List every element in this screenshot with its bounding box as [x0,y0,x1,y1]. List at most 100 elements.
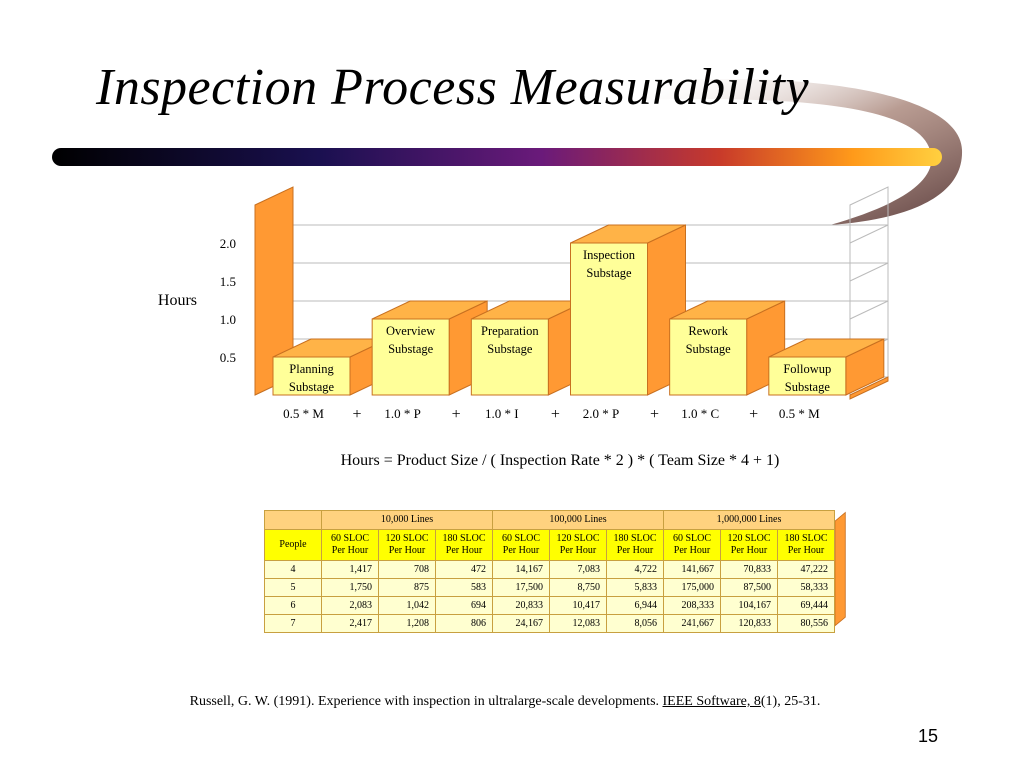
hours-cell: 694 [435,596,493,615]
hours-cell: 7,083 [549,560,607,579]
hours-cell: 5,833 [606,578,664,597]
plus-operator: + [352,406,361,423]
effort-table-container: 10,000 Lines 100,000 Lines 1,000,000 Lin… [264,510,846,633]
bar-label: Followup [783,362,831,376]
hours-cell: 87,500 [720,578,778,597]
hours-cell: 1,417 [321,560,379,579]
hours-cell: 12,083 [549,614,607,633]
bar-label: Substage [586,266,632,280]
citation-text: Russell, G. W. (1991). Experience with i… [189,694,663,709]
hours-cell: 70,833 [720,560,778,579]
bar-label: Substage [785,380,831,394]
table-row: 4 1,417 708 472 14,167 7,083 4,722 141,667 70,83… [264,560,835,579]
hours-cell: 6,944 [606,596,664,615]
bar-label: Planning [289,362,334,376]
y-axis-label: Hours [158,292,197,309]
people-cell: 7 [264,614,322,633]
x-tick-label: 1.0 * C [681,406,719,421]
effort-table: 10,000 Lines 100,000 Lines 1,000,000 Lin… [264,510,835,633]
group-header: 1,000,000 Lines [663,510,835,530]
hours-cell: 120,833 [720,614,778,633]
sloc-subheader: 180 SLOC Per Hour [606,529,664,561]
table-subheader-row: People 60 SLOC Per Hour 120 SLOC Per Hour… [264,529,835,561]
grid-line [849,300,889,320]
grid-line [849,224,889,244]
hours-cell: 4,722 [606,560,664,579]
hours-cell: 208,333 [663,596,721,615]
x-tick-label: 0.5 * M [779,406,820,421]
bar [272,356,351,396]
hours-cell: 1,208 [378,614,436,633]
hours-cell: 141,667 [663,560,721,579]
title-banner [52,79,963,225]
bar-label: Substage [289,380,335,394]
table-row: 5 1,750 875 583 17,500 8,750 5,833 175,000 87,50… [264,578,835,597]
bar-label: Substage [686,342,732,356]
plus-operator: + [452,406,461,423]
table-group-header-row: 10,000 Lines 100,000 Lines 1,000,000 Lin… [264,510,835,530]
chart-floor-edge [849,376,889,400]
hours-cell: 472 [435,560,493,579]
hours-cell: 2,083 [321,596,379,615]
hours-cell: 8,750 [549,578,607,597]
x-tick-label: 1.0 * P [384,406,420,421]
bar [669,318,748,396]
bar [371,318,450,396]
hours-cell: 175,000 [663,578,721,597]
x-tick-label: 2.0 * P [583,406,619,421]
bar-label: Preparation [481,324,539,338]
table-row: 6 2,083 1,042 694 20,833 10,417 6,944 208,333 10… [264,596,835,615]
hours-cell: 17,500 [492,578,550,597]
table-corner-cell [264,510,322,530]
slide-title: Inspection Process Measurability [96,59,810,116]
x-tick-label: 1.0 * I [485,406,519,421]
bar-label: Rework [688,324,728,338]
bar [470,318,549,396]
people-cell: 6 [264,596,322,615]
people-header: People [264,529,322,561]
hours-cell: 2,417 [321,614,379,633]
y-tick-label: 2.0 [220,236,236,251]
hours-cell: 58,333 [777,578,835,597]
bar-label: Substage [388,342,434,356]
x-tick-label: 0.5 * M [283,406,324,421]
bar-label: Overview [386,324,435,338]
y-tick-label: 1.0 [220,312,236,327]
hours-cell: 20,833 [492,596,550,615]
hours-cell: 806 [435,614,493,633]
plus-operator: + [749,406,758,423]
hours-cell: 47,222 [777,560,835,579]
citation-journal-link[interactable]: IEEE Software, 8 [662,694,761,709]
hours-cell: 104,167 [720,596,778,615]
table-3d-side [835,511,846,627]
group-header: 100,000 Lines [492,510,664,530]
sloc-subheader: 180 SLOC Per Hour [777,529,835,561]
hours-cell: 69,444 [777,596,835,615]
hours-cell: 708 [378,560,436,579]
people-cell: 5 [264,578,322,597]
plus-operator: + [650,406,659,423]
sloc-subheader: 60 SLOC Per Hour [492,529,550,561]
sloc-subheader: 60 SLOC Per Hour [663,529,721,561]
y-tick-label: 1.5 [220,274,236,289]
bar [768,356,847,396]
grid-line [849,262,889,282]
hours-cell: 80,556 [777,614,835,633]
plus-operator: + [551,406,560,423]
people-cell: 4 [264,560,322,579]
bar-label: Substage [487,342,533,356]
page-number: 15 [917,726,938,746]
sloc-subheader: 120 SLOC Per Hour [549,529,607,561]
sloc-subheader: 120 SLOC Per Hour [720,529,778,561]
bar-chart: 0.5 1.0 1.5 2.0 Hours Planning Substage 0.5 * M… [158,186,889,423]
hours-cell: 1,750 [321,578,379,597]
hours-cell: 10,417 [549,596,607,615]
citation-issue: (1), 25-31. [760,694,821,709]
hours-cell: 24,167 [492,614,550,633]
sloc-subheader: 180 SLOC Per Hour [435,529,493,561]
hours-cell: 14,167 [492,560,550,579]
group-header: 10,000 Lines [321,510,493,530]
y-tick-label: 0.5 [220,350,236,365]
sloc-subheader: 120 SLOC Per Hour [378,529,436,561]
hours-cell: 8,056 [606,614,664,633]
